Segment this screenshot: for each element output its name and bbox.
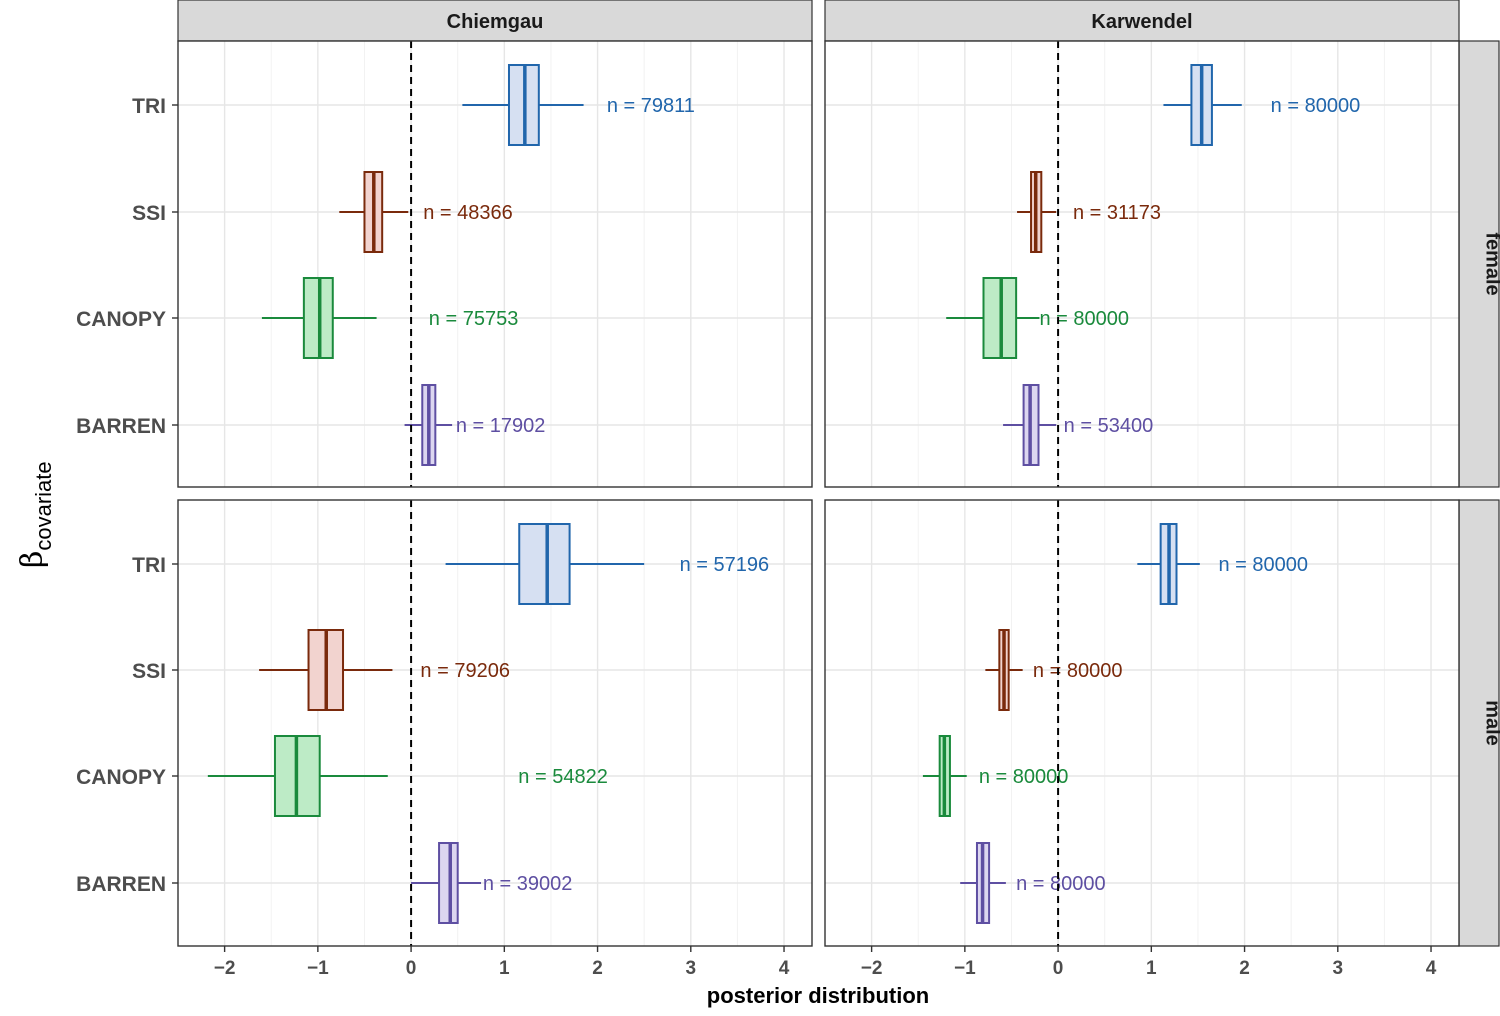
panel-chiemgau-female-border [177,40,813,488]
panel-karwendel-male: n = 80000 n = 80000 n = 80000 n = 80000 [824,499,1460,947]
panel-karwendel-female-border [824,40,1460,488]
panel-karwendel-male-border [824,499,1460,947]
y-axis-title: βcovariate [15,461,56,568]
strip-karwendel [824,0,1460,42]
strip-label-chiemgau: Chiemgau [447,11,544,33]
strip-male [1458,499,1500,947]
y-tick-label: BARREN [76,873,166,896]
panel-chiemgau-female-background [178,41,812,487]
n-label: n = 79811 [607,95,695,117]
strip-label-male: male [1482,700,1500,746]
n-label: n = 80000 [1218,554,1308,576]
box-barren: n = 39002 [411,842,573,924]
box-iqr [518,523,571,605]
n-label: n = 54822 [518,766,608,788]
x-tick-label: 2 [592,958,603,979]
panel-chiemgau-male-border [177,499,813,947]
x-tick-label: −2 [214,958,236,979]
strip-chiemgau [177,0,813,42]
n-label: n = 39002 [483,873,573,895]
x-tick-label: −2 [861,958,883,979]
y-axes-layer: TRI SSI CANOPY BARREN TRI SSI CANOPY BARREN [76,95,178,896]
y-axis-subscript: covariate [31,461,56,550]
box-ssi: n = 31173 [1017,171,1161,253]
y-tick-label: TRI [132,95,166,118]
box-ssi: n = 79206 [259,629,510,711]
x-tick-label: 4 [779,958,790,979]
n-label: n = 17902 [456,415,546,437]
n-label: n = 57196 [680,554,770,576]
box-barren: n = 17902 [404,384,546,466]
x-tick-label: 4 [1426,958,1437,979]
n-label: n = 31173 [1073,202,1161,224]
n-label: n = 80000 [979,766,1069,788]
y-tick-label: CANOPY [76,308,166,331]
box-barren: n = 80000 [960,842,1106,924]
box-ssi: n = 80000 [985,629,1123,711]
box-barren: n = 53400 [1003,384,1154,466]
box-ssi: n = 48366 [339,171,513,253]
n-label: n = 79206 [420,660,510,682]
n-label: n = 53400 [1064,415,1154,437]
x-tick-label: −1 [954,958,976,979]
panel-karwendel-female-background [825,41,1459,487]
x-tick-label: 1 [499,958,510,979]
n-label: n = 48366 [423,202,513,224]
panel-karwendel-male-background [825,500,1459,946]
n-label: n = 80000 [1271,95,1361,117]
box-canopy: n = 80000 [946,277,1129,359]
box-canopy: n = 80000 [922,735,1069,817]
box-tri: n = 80000 [1137,523,1308,605]
box-canopy: n = 54822 [207,735,608,817]
panel-chiemgau-male: n = 57196 n = 79206 n = 54822 n = 39002 [177,499,813,947]
panel-chiemgau-female: n = 79811 n = 48366 n = 75753 n = 17902 [177,40,813,488]
panel-karwendel-female: n = 80000 n = 31173 n = 80000 n = 53400 [824,40,1460,488]
x-tick-label: 0 [1053,958,1064,979]
x-tick-label: 2 [1239,958,1250,979]
x-tick-label: 0 [406,958,417,979]
box-iqr [438,842,459,924]
y-tick-label: BARREN [76,415,166,438]
panel-chiemgau-male-background [178,500,812,946]
n-label: n = 75753 [429,308,519,330]
x-tick-label: 3 [1333,958,1344,979]
strip-label-female: female [1482,232,1500,295]
x-tick-label: 1 [1146,958,1157,979]
box-tri: n = 79811 [462,64,695,146]
box-tri: n = 57196 [445,523,770,605]
n-label: n = 80000 [1033,660,1123,682]
x-axes-layer: −2 −1 0 1 2 3 4 −2 −1 0 1 2 3 4 [214,946,1437,979]
x-tick-label: −1 [307,958,329,979]
x-axis-title: posterior distribution [707,983,929,1008]
y-tick-label: SSI [132,660,166,683]
n-label: n = 80000 [1016,873,1106,895]
x-tick-label: 3 [686,958,697,979]
y-tick-label: TRI [132,554,166,577]
y-tick-label: CANOPY [76,766,166,789]
y-axis-symbol: β [15,551,50,568]
y-tick-label: SSI [132,202,166,225]
box-canopy: n = 75753 [261,277,519,359]
n-label: n = 80000 [1039,308,1129,330]
box-tri: n = 80000 [1163,64,1361,146]
strip-label-karwendel: Karwendel [1091,11,1192,33]
